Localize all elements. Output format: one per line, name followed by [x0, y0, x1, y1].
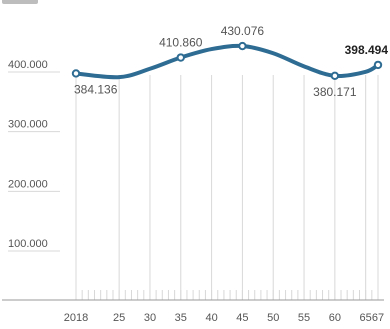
data-label: 430.076: [221, 24, 265, 38]
data-point: [373, 60, 383, 70]
data-label: 380.171: [313, 85, 357, 99]
data-label: 384.136: [74, 82, 118, 96]
data-point: [176, 53, 185, 62]
y-tick-label: 100.000: [8, 238, 48, 250]
data-point: [330, 71, 340, 81]
cropped-header-fragment: [2, 0, 38, 4]
data-label: 410.860: [159, 36, 203, 50]
x-tick-label: 25: [113, 312, 125, 324]
axis-layer: 100.000 200.000 300.000 400.000 2018 25 30 35 40…: [2, 59, 384, 324]
line-layer: [71, 41, 383, 81]
x-tick-label: 60: [329, 312, 341, 324]
x-tick-label: 65: [360, 312, 372, 324]
x-tick-label: 35: [175, 312, 187, 324]
y-tick-label: 400.000: [8, 59, 48, 71]
x-tick-label: 50: [267, 312, 279, 324]
x-tick-label: 40: [205, 312, 217, 324]
y-tick-label: 200.000: [8, 178, 48, 190]
x-tick-label: 30: [144, 312, 156, 324]
x-tick-label: 55: [298, 312, 310, 324]
label-layer: 384.136 410.860 430.076 380.171 398.494: [74, 24, 388, 99]
x-tick-label: 45: [236, 312, 248, 324]
x-tick-label: 67: [372, 312, 384, 324]
data-point: [238, 41, 247, 51]
grid-layer: [75, 75, 379, 300]
y-tick-label: 300.000: [8, 119, 48, 131]
data-point: [71, 69, 81, 78]
x-tick-label: 2018: [64, 312, 88, 324]
data-label: 398.494: [345, 43, 389, 57]
